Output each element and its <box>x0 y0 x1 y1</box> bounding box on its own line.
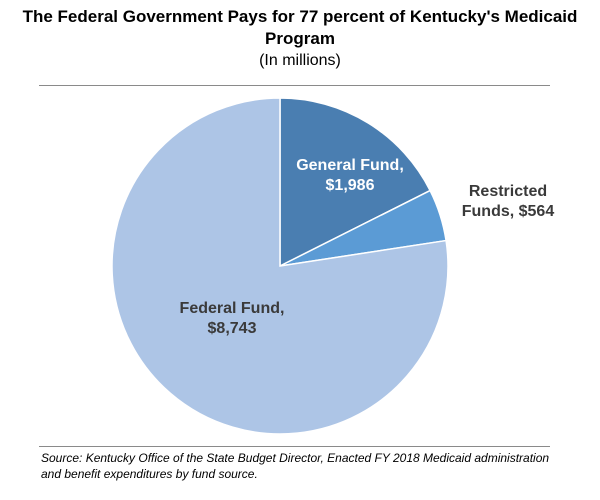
slice-general-fund <box>279 97 432 268</box>
source-note: Source: Kentucky Office of the State Bud… <box>41 451 550 481</box>
chart-subtitle: (In millions) <box>259 52 341 69</box>
top-divider <box>39 85 550 86</box>
label-restricted-funds: Restricted Funds, $564 <box>462 183 555 220</box>
label-federal-fund: Federal Fund, $8,743 <box>180 300 285 337</box>
label-general-fund: General Fund, $1,986 <box>296 157 404 194</box>
slice-federal-fund <box>111 97 449 435</box>
chart-title: The Federal Government Pays for 77 perce… <box>22 7 578 48</box>
bottom-divider <box>39 446 550 447</box>
